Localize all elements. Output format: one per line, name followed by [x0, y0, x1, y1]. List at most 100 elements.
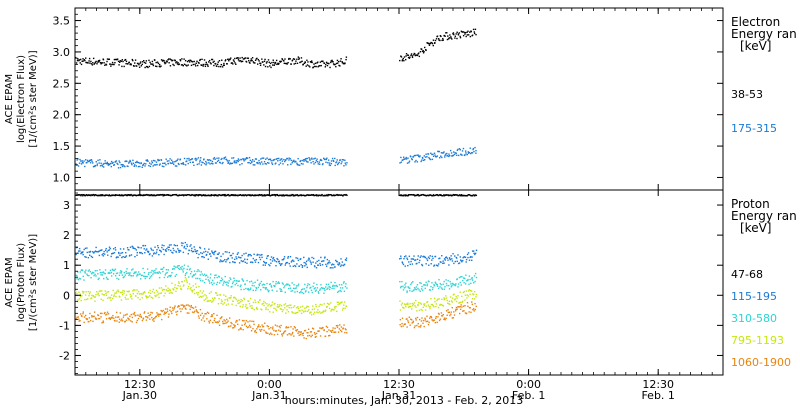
proton-point	[231, 282, 234, 285]
proton-point	[247, 321, 249, 323]
electron-point	[237, 57, 239, 59]
electron-point	[80, 63, 83, 66]
electron-point	[336, 163, 339, 166]
proton-point	[142, 292, 145, 294]
electron-point	[407, 56, 410, 59]
electron-point	[221, 162, 223, 165]
proton-point	[159, 313, 162, 316]
proton-point	[167, 269, 170, 271]
electron-point	[212, 61, 214, 63]
proton-point	[120, 291, 122, 294]
proton-ytick-label: 1	[63, 259, 70, 272]
proton-point	[311, 327, 314, 329]
electron-point	[112, 161, 114, 164]
proton-point	[114, 194, 117, 197]
proton-point	[274, 285, 276, 287]
proton-point	[307, 283, 309, 285]
proton-point	[301, 305, 304, 307]
electron-point	[125, 62, 127, 65]
electron-point	[187, 59, 190, 62]
electron-point	[174, 161, 176, 163]
electron-point	[136, 65, 138, 67]
electron-point	[161, 165, 164, 167]
proton-point	[402, 263, 405, 266]
electron-point	[345, 164, 347, 166]
proton-point	[242, 279, 244, 281]
proton-point	[324, 310, 326, 313]
proton-point	[302, 292, 305, 295]
proton-point	[449, 314, 451, 317]
electron-point	[280, 158, 282, 160]
electron-point	[115, 160, 117, 162]
proton-point	[293, 312, 295, 314]
proton-point	[201, 256, 203, 258]
proton-point	[246, 262, 248, 264]
proton-point	[406, 258, 409, 261]
proton-point	[209, 319, 212, 322]
proton-point	[291, 333, 293, 335]
electron-point	[242, 158, 244, 161]
proton-point	[327, 194, 329, 197]
proton-point	[296, 194, 299, 196]
electron-point	[265, 158, 267, 160]
proton-point	[233, 280, 236, 282]
electron-point	[179, 60, 182, 62]
electron-point	[344, 62, 346, 64]
electron-point	[413, 154, 416, 157]
proton-point	[308, 309, 310, 311]
electron-point	[440, 155, 442, 157]
proton-point	[197, 294, 199, 296]
proton-point	[146, 248, 148, 250]
proton-point	[339, 329, 342, 332]
proton-point	[232, 252, 234, 255]
proton-point	[190, 194, 192, 196]
proton-point	[400, 304, 403, 306]
electron-point	[126, 160, 128, 163]
proton-point	[412, 281, 414, 283]
proton-point	[442, 262, 444, 265]
electron-point	[139, 165, 141, 168]
proton-point	[75, 274, 77, 277]
proton-point	[245, 303, 247, 306]
proton-point	[435, 264, 438, 266]
proton-point	[193, 292, 196, 295]
proton-point	[413, 255, 415, 257]
proton-point	[132, 290, 134, 292]
proton-point	[448, 288, 451, 290]
proton-point	[246, 258, 249, 261]
electron-point	[436, 155, 439, 157]
proton-point	[329, 194, 331, 196]
proton-point	[86, 247, 88, 249]
proton-point	[427, 304, 430, 306]
proton-point	[429, 255, 431, 257]
electron-point	[427, 42, 429, 44]
electron-point	[160, 65, 162, 67]
proton-point	[428, 289, 431, 291]
proton-point	[338, 194, 340, 196]
proton-point	[211, 315, 214, 317]
proton-point	[435, 317, 437, 320]
electron-point	[213, 64, 215, 67]
electron-point	[266, 61, 268, 63]
proton-point	[226, 300, 229, 302]
proton-point	[173, 249, 175, 252]
electron-point	[431, 42, 433, 44]
proton-point	[245, 325, 248, 328]
electron-point	[269, 65, 271, 67]
proton-point	[80, 252, 82, 255]
proton-point	[255, 306, 258, 309]
electron-point	[327, 162, 329, 164]
proton-point	[415, 286, 418, 288]
proton-point	[126, 313, 128, 315]
proton-point	[179, 250, 182, 252]
proton-point	[332, 309, 334, 311]
proton-point	[77, 252, 79, 254]
proton-point	[330, 330, 332, 332]
proton-point	[114, 320, 116, 322]
proton-point	[328, 286, 330, 288]
xtick-sublabel: Feb. 1	[641, 389, 674, 402]
proton-point	[229, 261, 231, 264]
electron-point	[201, 58, 203, 61]
proton-point	[301, 266, 304, 268]
proton-point	[150, 271, 152, 274]
